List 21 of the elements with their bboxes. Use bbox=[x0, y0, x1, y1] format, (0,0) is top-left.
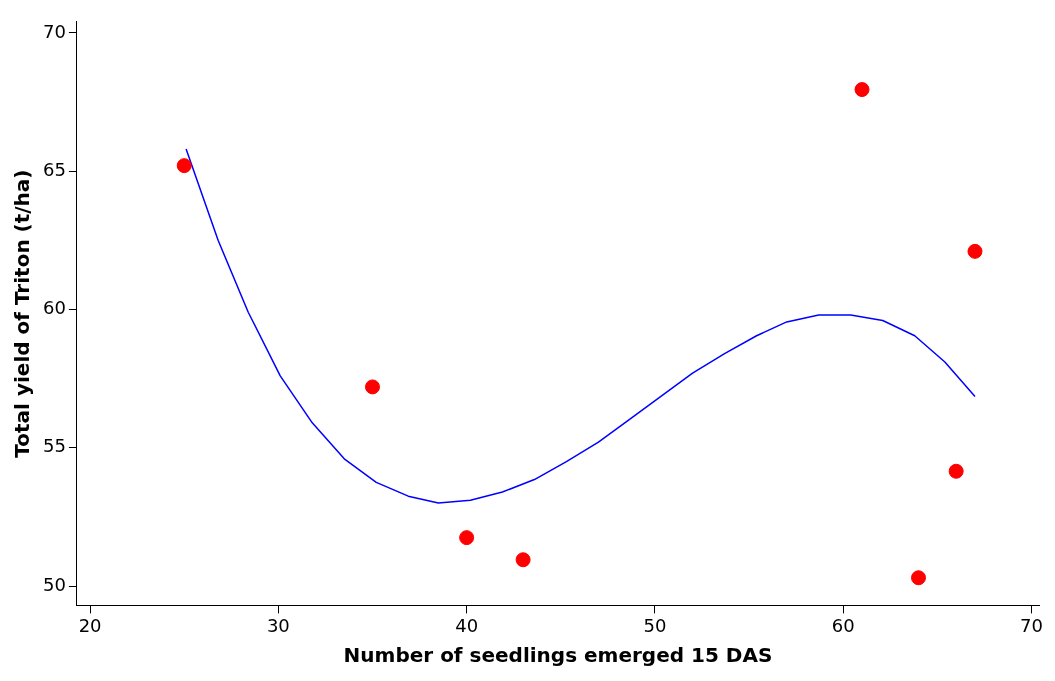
point bbox=[459, 530, 475, 546]
x-tick-label: 50 bbox=[643, 614, 667, 636]
point bbox=[911, 570, 926, 586]
point bbox=[967, 243, 983, 259]
y-axis-title: Total yield of Triton (t/ha) bbox=[10, 169, 35, 458]
y-tick-label: 60 bbox=[43, 297, 66, 319]
y-tick-label: 65 bbox=[43, 158, 66, 180]
x-tick-label: 60 bbox=[831, 614, 855, 636]
point bbox=[948, 463, 964, 479]
y-tick-label: 50 bbox=[43, 573, 66, 595]
y-tick-label: 55 bbox=[43, 435, 66, 457]
point bbox=[515, 552, 531, 568]
x-tick-label: 20 bbox=[78, 614, 102, 636]
point bbox=[854, 82, 870, 98]
point bbox=[176, 158, 192, 174]
y-tick-label: 70 bbox=[43, 20, 66, 42]
x-axis-title: Number of seedlings emerged 15 DAS bbox=[343, 643, 773, 668]
x-tick-label: 70 bbox=[1020, 614, 1043, 636]
x-tick-label: 40 bbox=[455, 614, 479, 636]
x-tick-label: 30 bbox=[266, 614, 290, 636]
point bbox=[365, 379, 380, 395]
